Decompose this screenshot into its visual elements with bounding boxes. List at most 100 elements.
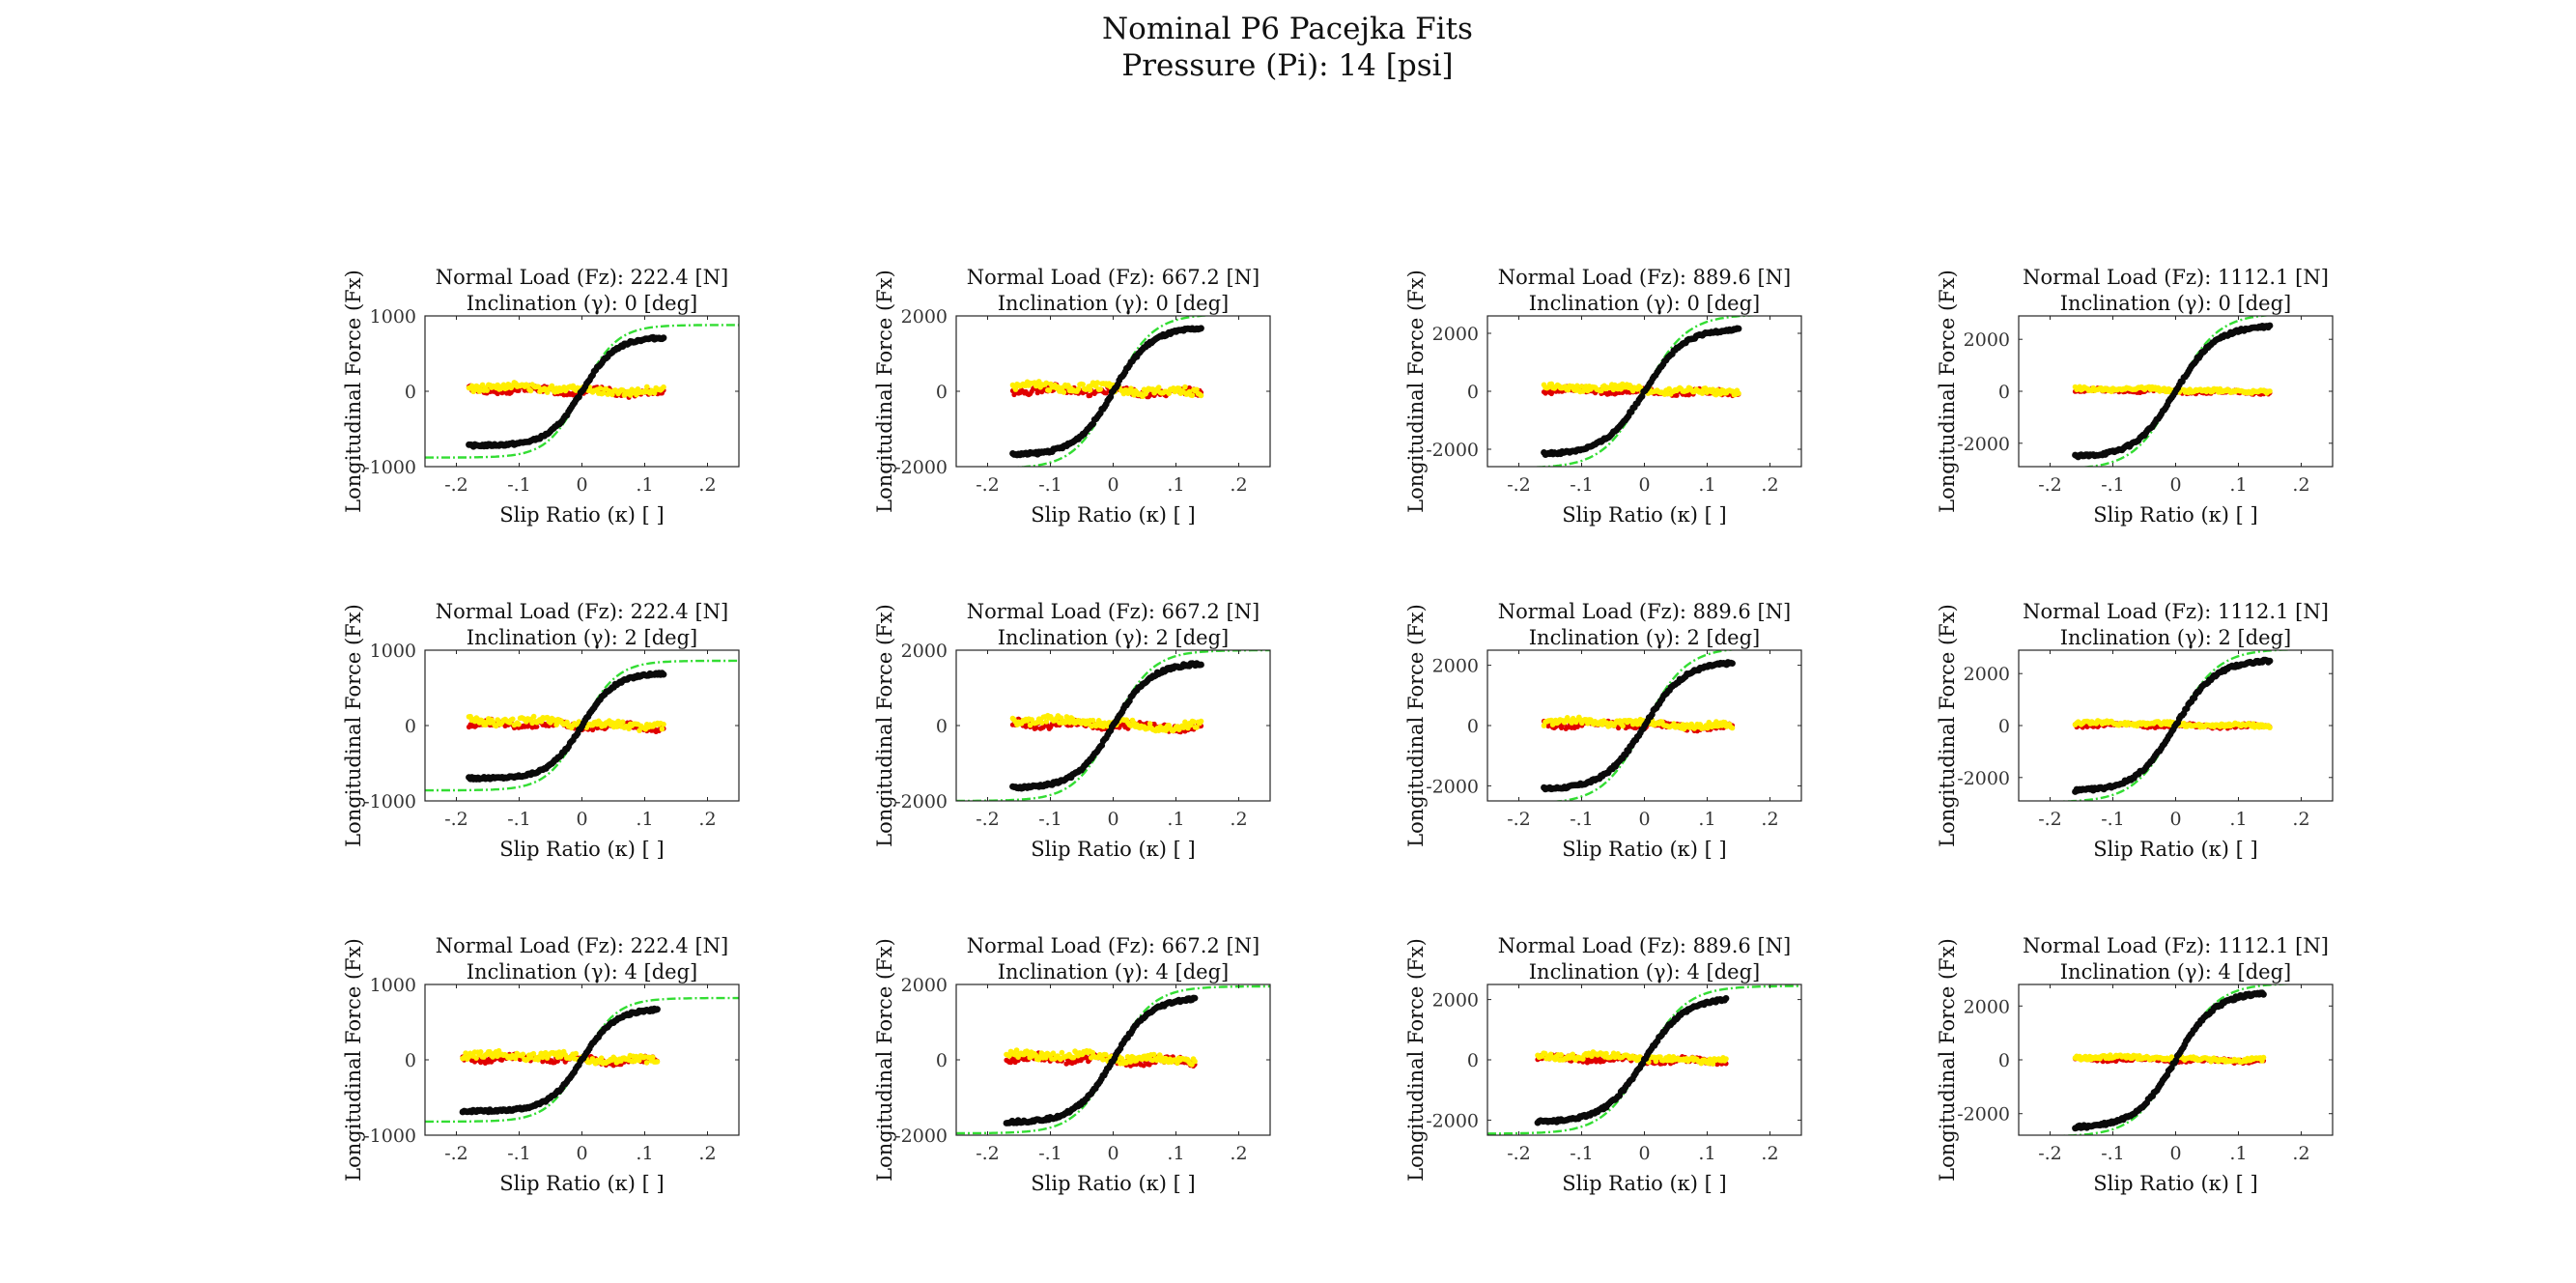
data-point [650, 1054, 656, 1061]
data-point [597, 385, 604, 391]
x-tick-label: .1 [1167, 809, 1184, 830]
data-point [1194, 725, 1200, 730]
data-point [1063, 714, 1070, 720]
data-point [530, 713, 537, 720]
y-tick-label: 0 [936, 1050, 948, 1071]
y-tick-label: 0 [1467, 1050, 1479, 1071]
data-point [590, 727, 596, 733]
x-tick-label: 0 [1107, 809, 1118, 830]
y-axis-label: Longitudinal Force (Fx) [342, 938, 365, 1182]
data-point [1103, 390, 1109, 396]
x-axis-label: Slip Ratio (κ) [ ] [499, 838, 664, 861]
x-tick-label: -.1 [1570, 474, 1594, 496]
x-tick-label: .1 [636, 474, 653, 496]
y-tick-label: 1000 [370, 306, 416, 328]
data-point [520, 1051, 526, 1058]
x-axis-label: Slip Ratio (κ) [ ] [499, 1172, 664, 1195]
x-tick-label: -.2 [2038, 474, 2062, 496]
data-point [1194, 386, 1200, 393]
subplot-title-load: Normal Load (Fz): 222.4 [N] [436, 600, 728, 623]
plot-area [425, 324, 739, 459]
data-point [1100, 1057, 1106, 1063]
x-tick-label: -.1 [1038, 1143, 1062, 1164]
data-point [1191, 994, 1199, 1002]
data-point [524, 383, 531, 388]
x-tick-label: -.1 [507, 809, 531, 830]
y-tick-label: 0 [936, 716, 948, 737]
data-point [510, 716, 516, 723]
x-tick-label: 0 [1638, 809, 1650, 830]
x-tick-label: .1 [636, 809, 653, 830]
x-tick-label: -.2 [1507, 1143, 1531, 1164]
data-point [2267, 388, 2273, 394]
y-tick-label: 2000 [1432, 656, 1479, 677]
y-axis-label: Longitudinal Force (Fx) [1936, 270, 1959, 513]
data-point [468, 383, 475, 389]
data-point [1580, 1056, 1586, 1062]
y-tick-label: 1000 [370, 975, 416, 996]
x-tick-label: 0 [1107, 1143, 1118, 1164]
data-point [644, 384, 650, 390]
x-tick-label: -.1 [2101, 809, 2125, 830]
data-point [527, 387, 534, 394]
subplot-title-load: Normal Load (Fz): 1112.1 [N] [2023, 266, 2329, 289]
y-tick-label: 0 [405, 382, 416, 403]
x-tick-label: -.2 [444, 1143, 468, 1164]
y-tick-label: 0 [1998, 716, 2010, 737]
series-yellow [1535, 1049, 1729, 1067]
y-tick-label: 0 [1998, 382, 2010, 403]
y-axis-label: Longitudinal Force (Fx) [1936, 604, 1959, 847]
plot-area [2072, 316, 2275, 467]
y-axis-label: Longitudinal Force (Fx) [1404, 938, 1428, 1182]
data-point [1674, 392, 1680, 398]
data-point [1198, 718, 1204, 725]
data-point [1723, 1056, 1729, 1062]
data-point [1033, 1052, 1038, 1058]
x-tick-label: .2 [1230, 809, 1247, 830]
data-point [484, 387, 491, 393]
x-tick-label: .1 [1698, 809, 1715, 830]
x-tick-label: -.1 [1038, 809, 1062, 830]
data-point [2266, 657, 2274, 665]
y-tick-label: -1000 [363, 791, 416, 813]
data-point [1094, 380, 1100, 385]
data-point [1198, 661, 1204, 669]
plot-area [956, 650, 1270, 801]
y-tick-label: -2000 [1957, 434, 2010, 455]
subplot-title-inclination: Inclination (γ): 4 [deg] [998, 960, 1229, 984]
data-point [598, 1055, 605, 1061]
subplot-title-load: Normal Load (Fz): 889.6 [N] [1498, 934, 1791, 957]
data-point [495, 382, 500, 388]
x-tick-label: .2 [2292, 474, 2309, 496]
data-point [1012, 386, 1019, 392]
data-point [1155, 385, 1162, 390]
data-point [1011, 391, 1017, 398]
x-tick-label: .1 [2229, 809, 2247, 830]
data-point [1075, 385, 1082, 392]
x-tick-label: .1 [1698, 1143, 1715, 1164]
data-point [478, 1060, 484, 1066]
y-axis-label: Longitudinal Force (Fx) [873, 604, 896, 847]
subplot-r2c0: Normal Load (Fz): 222.4 [N]Inclination (… [342, 934, 740, 1195]
x-tick-label: 0 [1107, 474, 1118, 496]
data-point [573, 1050, 579, 1057]
data-point [651, 390, 658, 396]
x-tick-label: -.1 [1570, 1143, 1594, 1164]
series-black [1541, 325, 1742, 458]
x-tick-label: .1 [1167, 474, 1184, 496]
y-axis-label: Longitudinal Force (Fx) [873, 938, 896, 1182]
x-tick-label: .2 [2292, 809, 2309, 830]
data-point [1599, 387, 1604, 394]
plot-area [1487, 984, 1801, 1135]
subplot-r0c3: Normal Load (Fz): 1112.1 [N]Inclination … [1936, 266, 2334, 527]
data-point [1558, 1052, 1564, 1058]
subplot-title-load: Normal Load (Fz): 889.6 [N] [1498, 266, 1791, 289]
series-black [1534, 995, 1730, 1126]
series-black [1003, 994, 1199, 1126]
data-point [659, 726, 665, 732]
subplot-title-inclination: Inclination (γ): 2 [deg] [2060, 626, 2291, 649]
x-axis-label: Slip Ratio (κ) [ ] [1562, 838, 1726, 861]
data-point [1198, 392, 1204, 399]
data-point [1097, 386, 1103, 392]
